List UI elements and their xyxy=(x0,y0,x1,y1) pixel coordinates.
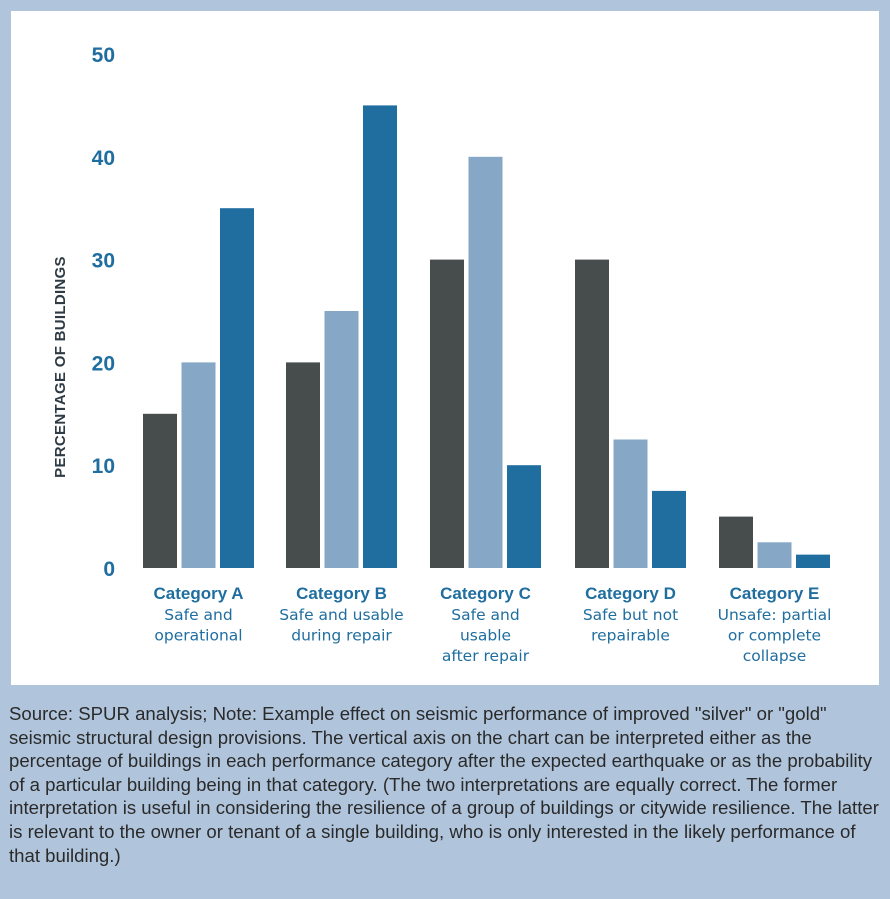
y-tick-label: 30 xyxy=(92,250,115,273)
y-tick-label: 20 xyxy=(92,352,115,375)
bar xyxy=(719,516,753,568)
y-tick-label: 0 xyxy=(103,558,115,581)
category-description: collapse xyxy=(743,647,807,665)
category-description: Safe and xyxy=(164,606,232,624)
bar xyxy=(143,413,177,568)
bars xyxy=(143,105,830,569)
source-note-caption: Source: SPUR analysis; Note: Example eff… xyxy=(9,703,879,866)
category-description: usable xyxy=(460,627,511,645)
category-description: Safe and usable xyxy=(279,606,403,624)
category-title: Category B xyxy=(296,584,387,603)
bar-chart: 0 10 20 30 40 50 PERCENTAGE OF BUILDINGS Cate… xyxy=(52,44,831,665)
bar xyxy=(363,105,397,569)
category-description: Safe but not xyxy=(583,606,678,624)
y-tick-label: 50 xyxy=(92,44,115,67)
y-tick-label: 10 xyxy=(92,455,115,478)
category-description: repairable xyxy=(591,627,670,645)
category-description: operational xyxy=(154,627,242,645)
bar xyxy=(468,156,503,569)
category-title: Category D xyxy=(585,584,676,603)
y-axis-label: PERCENTAGE OF BUILDINGS xyxy=(52,256,69,478)
category-title: Category C xyxy=(440,584,531,603)
bar xyxy=(286,362,320,568)
bar xyxy=(575,259,609,568)
bar xyxy=(613,439,648,568)
category-description: after repair xyxy=(442,647,530,665)
category-description: Safe and xyxy=(451,606,519,624)
category-description: during repair xyxy=(291,627,392,645)
bar xyxy=(757,542,792,568)
bar xyxy=(796,554,830,568)
category-title: Category A xyxy=(153,584,243,603)
chart-panel: 0 10 20 30 40 50 PERCENTAGE OF BUILDINGS Cate… xyxy=(11,11,879,685)
category-description: Unsafe: partial xyxy=(718,606,832,624)
y-tick-label: 40 xyxy=(92,147,115,170)
category-description: or complete xyxy=(728,627,821,645)
category-title: Category E xyxy=(730,584,820,603)
bar xyxy=(507,465,541,568)
bar xyxy=(430,259,464,568)
bar xyxy=(652,490,686,568)
bar xyxy=(181,362,216,568)
y-axis-ticks: 0 10 20 30 40 50 xyxy=(92,44,115,581)
bar xyxy=(220,208,254,568)
bar xyxy=(324,311,359,568)
category-labels: Category A Safe and operational Category B S… xyxy=(153,584,831,665)
